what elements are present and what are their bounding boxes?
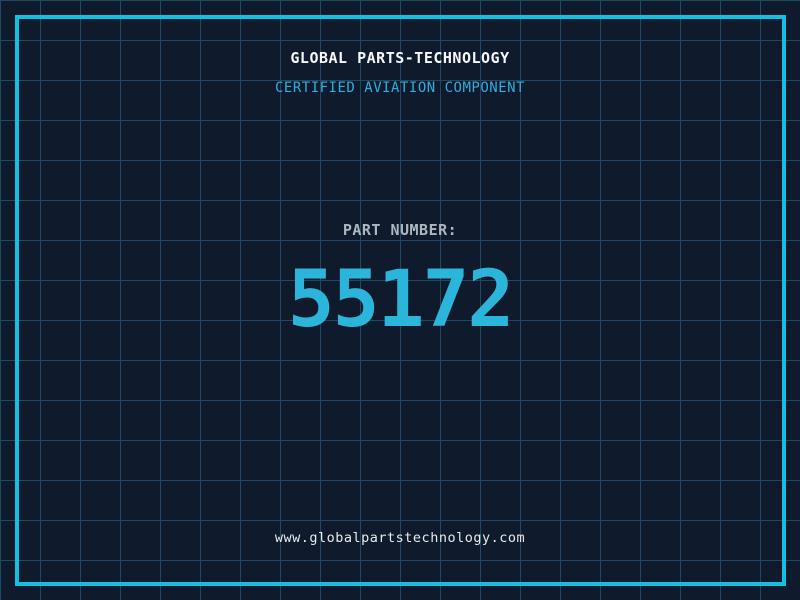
- part-number-value: 55172: [287, 255, 515, 345]
- website-url: www.globalpartstechnology.com: [274, 530, 526, 546]
- certification-subtitle: CERTIFIED AVIATION COMPONENT: [274, 80, 525, 96]
- part-number-label: PART NUMBER:: [342, 221, 458, 239]
- company-title: GLOBAL PARTS-TECHNOLOGY: [290, 49, 510, 67]
